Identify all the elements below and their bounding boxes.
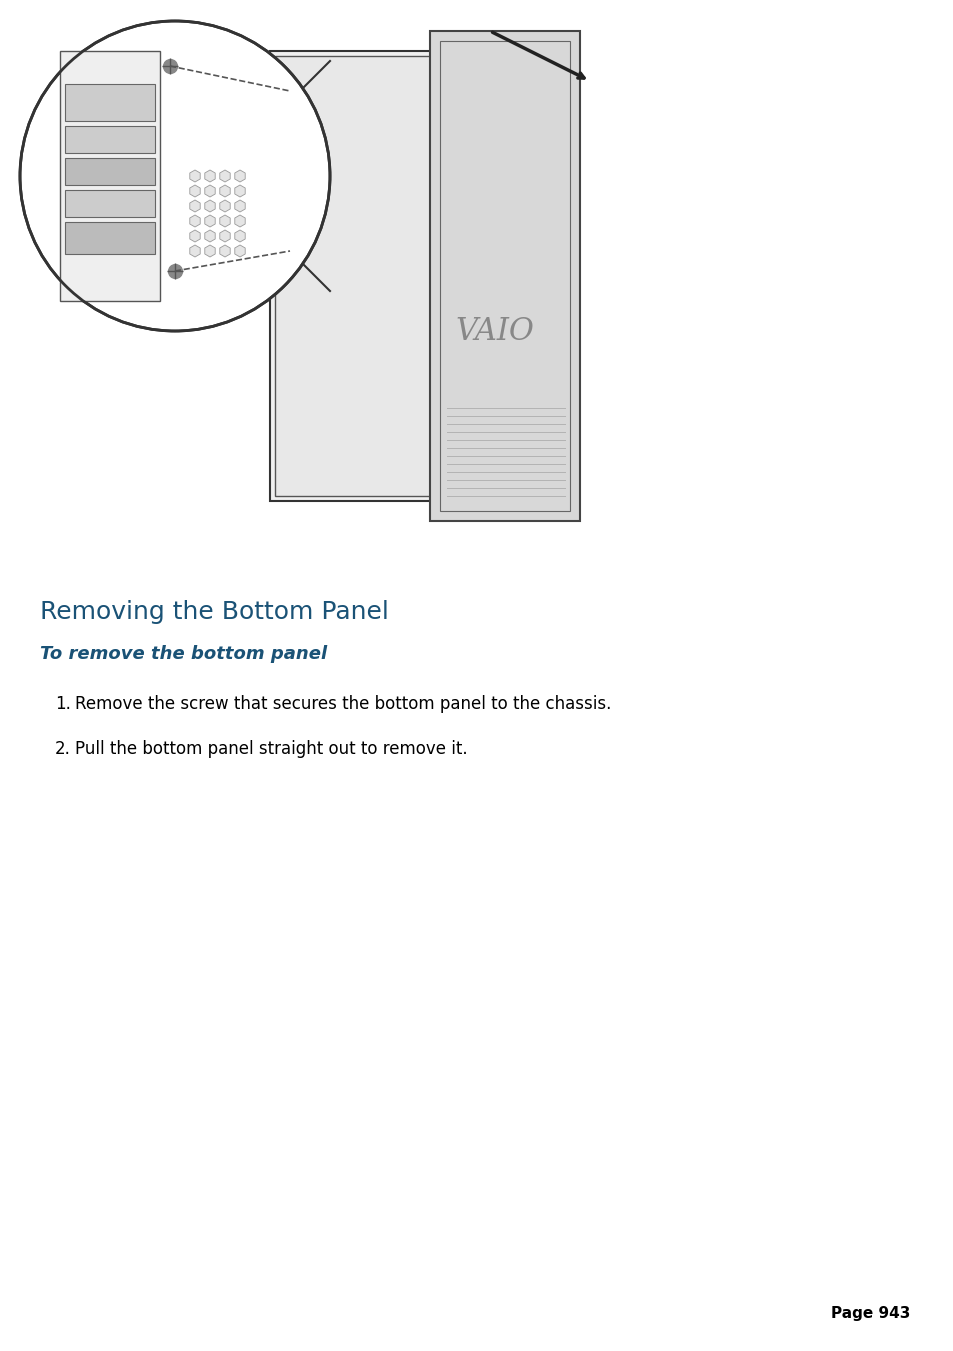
FancyBboxPatch shape <box>270 51 439 501</box>
Circle shape <box>20 22 330 331</box>
FancyBboxPatch shape <box>430 31 579 521</box>
Text: To remove the bottom panel: To remove the bottom panel <box>40 644 327 663</box>
Text: 1.: 1. <box>55 694 71 713</box>
FancyBboxPatch shape <box>65 190 154 218</box>
FancyBboxPatch shape <box>274 55 435 496</box>
Text: Removing the Bottom Panel: Removing the Bottom Panel <box>40 600 389 624</box>
FancyBboxPatch shape <box>65 126 154 153</box>
Text: Pull the bottom panel straight out to remove it.: Pull the bottom panel straight out to re… <box>75 740 467 758</box>
FancyBboxPatch shape <box>65 158 154 185</box>
FancyBboxPatch shape <box>65 84 154 122</box>
FancyBboxPatch shape <box>60 51 160 301</box>
Text: VAIO: VAIO <box>456 316 534 346</box>
FancyBboxPatch shape <box>439 41 569 511</box>
Text: Page 943: Page 943 <box>830 1306 909 1321</box>
FancyBboxPatch shape <box>65 222 154 254</box>
Text: 2.: 2. <box>55 740 71 758</box>
Text: Remove the screw that secures the bottom panel to the chassis.: Remove the screw that secures the bottom… <box>75 694 611 713</box>
